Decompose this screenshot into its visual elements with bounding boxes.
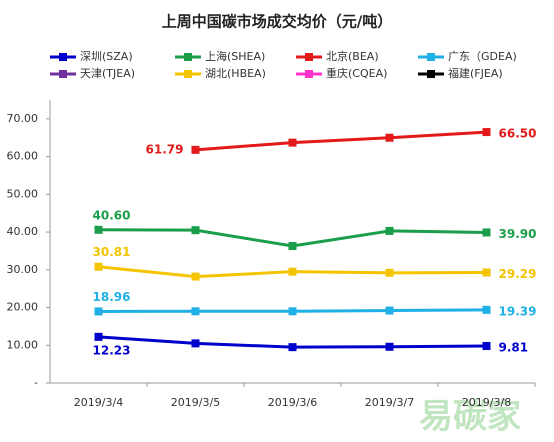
point xyxy=(191,339,200,348)
legend-label: 上海(SHEA) xyxy=(205,49,265,63)
legend-label: 深圳(SZA) xyxy=(80,50,133,63)
x-tick-label: 2019/3/7 xyxy=(365,396,414,409)
legend-label: 福建(FJEA) xyxy=(448,66,503,80)
x-tick-label: 2019/3/4 xyxy=(74,396,123,409)
y-tick-label: - xyxy=(34,376,38,389)
legend-label: 广东（GDEA) xyxy=(448,50,517,63)
y-tick-label: 20.00 xyxy=(7,301,39,314)
point xyxy=(94,262,103,271)
y-tick-label: 70.00 xyxy=(7,112,39,125)
data-label: 66.50 xyxy=(499,127,537,141)
legend-marker xyxy=(59,53,67,61)
legend-marker xyxy=(427,70,435,78)
point xyxy=(288,242,297,251)
point xyxy=(385,306,394,315)
legend-marker xyxy=(305,70,313,78)
legend-marker xyxy=(184,53,192,61)
point xyxy=(288,307,297,316)
point xyxy=(385,342,394,351)
y-tick-label: 60.00 xyxy=(7,150,39,163)
x-tick-label: 2019/3/8 xyxy=(462,396,511,409)
point xyxy=(482,341,491,350)
data-label: 12.23 xyxy=(93,343,131,357)
y-tick-label: 10.00 xyxy=(7,338,39,351)
legend-marker xyxy=(59,70,67,78)
point xyxy=(482,268,491,277)
point xyxy=(191,145,200,154)
data-label: 40.60 xyxy=(93,208,131,222)
point xyxy=(191,307,200,316)
data-label: 39.90 xyxy=(499,227,537,241)
legend-marker xyxy=(427,53,435,61)
series-line xyxy=(195,130,487,152)
data-label: 61.79 xyxy=(146,142,184,156)
x-tick-label: 2019/3/5 xyxy=(171,396,220,409)
legend-marker xyxy=(305,53,313,61)
data-label: 9.81 xyxy=(499,340,529,354)
point xyxy=(482,128,491,137)
data-label: 18.96 xyxy=(93,290,131,304)
legend-marker xyxy=(184,70,192,78)
data-label: 19.39 xyxy=(499,304,537,318)
point xyxy=(288,267,297,276)
y-tick-label: 40.00 xyxy=(7,225,39,238)
point xyxy=(94,332,103,341)
data-label: 30.81 xyxy=(93,245,131,259)
y-tick-label: 50.00 xyxy=(7,187,39,200)
point xyxy=(288,138,297,147)
legend-label: 湖北(HBEA) xyxy=(205,67,266,80)
point xyxy=(482,228,491,237)
legend-label: 北京(BEA) xyxy=(326,49,379,63)
point xyxy=(385,226,394,235)
legend-label: 重庆(CQEA) xyxy=(326,66,387,80)
point xyxy=(482,305,491,314)
y-tick-label: 30.00 xyxy=(7,263,39,276)
point xyxy=(191,272,200,281)
point xyxy=(191,226,200,235)
legend-label: 天津(TJEA) xyxy=(80,67,135,80)
data-label: 29.29 xyxy=(499,267,537,281)
point xyxy=(385,268,394,277)
point xyxy=(288,343,297,352)
point xyxy=(385,133,394,142)
chart-title: 上周中国碳市场成交均价（元/吨） xyxy=(162,13,392,31)
x-tick-label: 2019/3/6 xyxy=(268,396,317,409)
watermark: 易碳家 xyxy=(419,397,521,437)
point xyxy=(94,307,103,316)
point xyxy=(94,225,103,234)
